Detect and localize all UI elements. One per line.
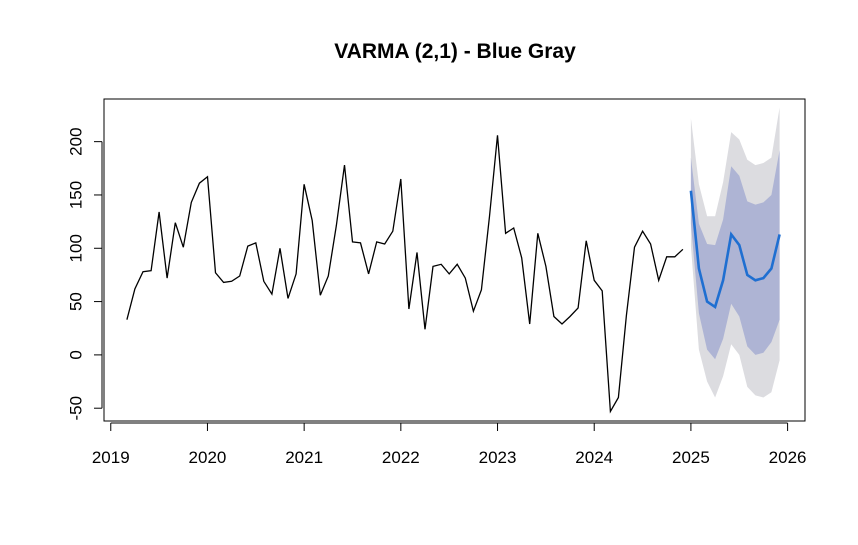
y-tick-label: 100	[67, 234, 86, 262]
x-tick-label: 2022	[382, 448, 420, 467]
history-line	[126, 135, 684, 414]
y-axis: -50 0 50 100 150 200	[67, 127, 103, 420]
chart-title: VARMA (2,1) - Blue Gray	[334, 40, 576, 63]
y-tick-label: 200	[67, 127, 86, 155]
y-tick-label: 150	[67, 181, 86, 209]
x-axis: 2019 2020 2021 2022 2023 2024 2025 2026	[92, 422, 807, 467]
x-tick-label: 2026	[769, 448, 807, 467]
y-tick-label: 50	[67, 292, 86, 311]
x-tick-label: 2020	[189, 448, 227, 467]
x-tick-label: 2021	[285, 448, 323, 467]
y-tick-label: -50	[67, 396, 86, 421]
y-tick-label: 0	[67, 350, 86, 359]
x-tick-label: 2023	[479, 448, 517, 467]
confidence-bands	[690, 107, 780, 398]
plot-frame	[103, 98, 806, 422]
x-tick-label: 2019	[92, 448, 130, 467]
series-lines	[126, 135, 781, 414]
forecast-line	[689, 190, 781, 309]
x-tick-label: 2025	[672, 448, 710, 467]
x-tick-label: 2024	[575, 448, 613, 467]
